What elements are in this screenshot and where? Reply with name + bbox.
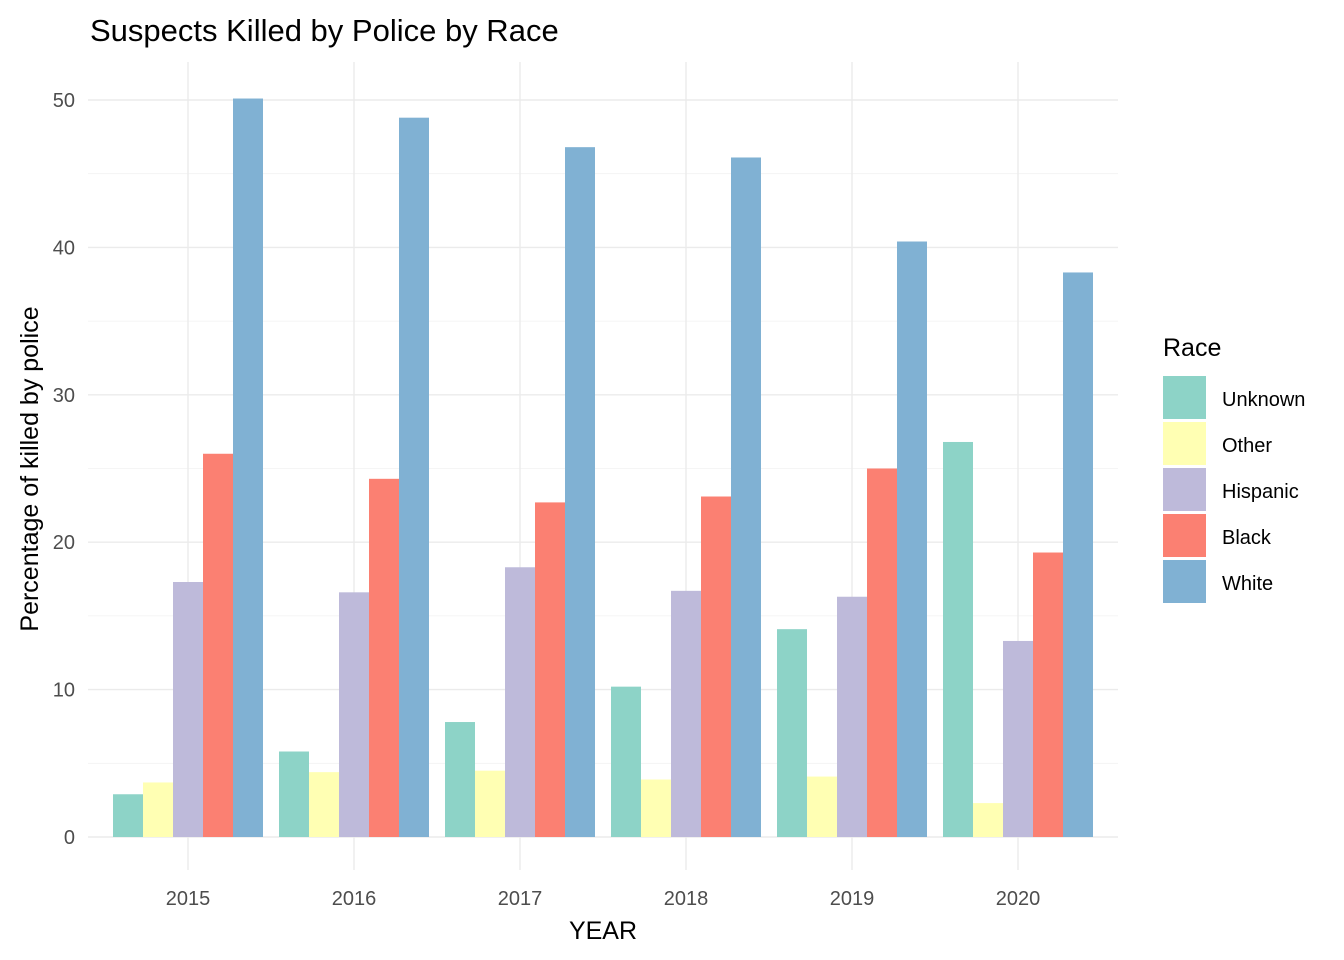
bar-unknown-2017 [445,722,475,837]
bar-black-2020 [1033,552,1063,837]
y-tick-label: 50 [53,90,75,112]
bar-white-2015 [233,98,263,837]
bar-white-2017 [565,147,595,838]
y-tick-label: 0 [64,827,75,849]
bars [113,98,1093,838]
bar-other-2015 [143,782,173,837]
bar-black-2017 [535,502,565,837]
legend-swatch [1163,514,1206,557]
x-tick-label: 2018 [664,888,709,910]
bar-other-2017 [475,770,505,837]
bar-black-2018 [701,496,731,837]
bar-hispanic-2020 [1003,640,1033,837]
y-tick-label: 20 [53,532,75,554]
y-tick-label: 40 [53,237,75,259]
bar-hispanic-2019 [837,596,867,837]
legend-label: Unknown [1222,389,1305,411]
legend-label: Black [1222,527,1272,549]
bar-white-2020 [1063,272,1093,837]
x-tick-label: 2015 [166,888,211,910]
bar-white-2019 [897,241,927,837]
legend-swatch [1163,376,1206,419]
bar-unknown-2018 [611,686,641,837]
bar-hispanic-2015 [173,581,203,837]
legend-items: Unknown Other Hispanic Black White [1163,376,1305,603]
legend-item-hispanic: Hispanic [1163,468,1299,511]
legend-item-other: Other [1163,422,1272,465]
bar-hispanic-2017 [505,567,535,837]
y-tick-label: 10 [53,680,75,702]
legend-item-white: White [1163,560,1273,603]
legend-label: Other [1222,435,1272,457]
bar-black-2016 [369,478,399,837]
bar-white-2016 [399,117,429,838]
bar-unknown-2015 [113,794,143,837]
legend-swatch [1163,422,1206,465]
bar-hispanic-2018 [671,590,701,837]
x-tick-label: 2016 [332,888,377,910]
legend-item-unknown: Unknown [1163,376,1305,419]
bar-other-2018 [641,779,671,837]
bar-other-2016 [309,772,339,837]
x-axis-title: YEAR [569,917,637,945]
bar-unknown-2020 [943,441,973,837]
x-tick-label: 2020 [996,888,1041,910]
y-axis-ticks: 0 10 20 30 40 50 [53,90,75,849]
chart-title: Suspects Killed by Police by Race [90,13,559,48]
legend-item-black: Black [1163,514,1272,557]
y-axis-title: Percentage of killed by police [16,306,44,631]
bar-white-2018 [731,157,761,838]
x-axis-ticks: 2015 2016 2017 2018 2019 2020 [166,888,1041,910]
legend-label: White [1222,573,1273,595]
bar-other-2019 [807,776,837,837]
bar-hispanic-2016 [339,592,369,837]
legend-title: Race [1163,334,1221,362]
bar-black-2019 [867,468,897,837]
legend: Race Unknown Other Hispanic Black White [1163,334,1305,603]
bar-unknown-2019 [777,629,807,837]
bar-other-2020 [973,803,1003,837]
legend-swatch [1163,468,1206,511]
legend-label: Hispanic [1222,481,1299,503]
y-tick-label: 30 [53,385,75,407]
bar-unknown-2016 [279,751,309,837]
bar-black-2015 [203,453,233,837]
x-tick-label: 2019 [830,888,875,910]
x-tick-label: 2017 [498,888,543,910]
legend-swatch [1163,560,1206,603]
